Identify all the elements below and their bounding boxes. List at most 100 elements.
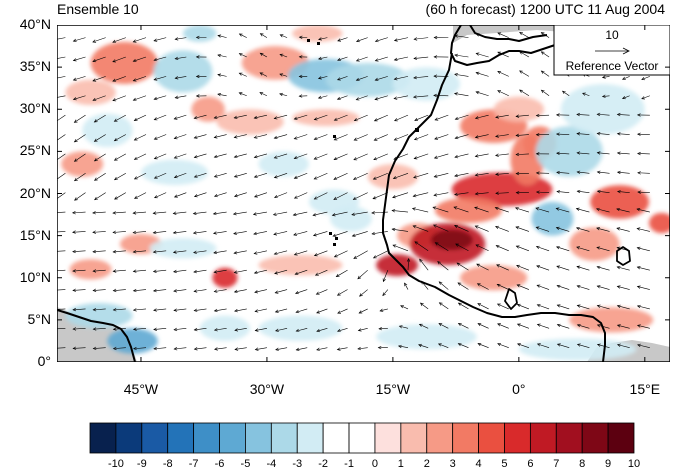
- anomaly-region-36: [258, 255, 343, 276]
- wind-vector: [516, 323, 530, 329]
- wind-vector: [576, 265, 590, 271]
- wind-vector: [274, 269, 288, 275]
- wind-vector: [133, 134, 147, 141]
- wind-vector: [173, 327, 187, 332]
- wind-vector: [457, 282, 469, 290]
- wind-vector: [92, 37, 106, 43]
- wind-vector: [351, 231, 368, 237]
- wind-vector: [453, 206, 469, 213]
- wind-vector: [456, 262, 469, 271]
- wind-vector: [213, 192, 227, 198]
- colorbar-tick-label: -7: [188, 458, 199, 470]
- wind-vector: [73, 114, 86, 123]
- wind-vector: [616, 285, 630, 290]
- wind-vector: [132, 250, 147, 254]
- wind-vector: [172, 211, 187, 215]
- wind-vector: [233, 134, 247, 139]
- anomaly-region-34: [69, 259, 112, 280]
- reference-vector-label: Reference Vector: [566, 59, 659, 73]
- wind-vector: [535, 207, 550, 213]
- wind-vector: [72, 230, 86, 234]
- wind-vector: [193, 172, 207, 178]
- wind-vector: [497, 323, 509, 329]
- wind-vector: [359, 289, 368, 297]
- wind-vector: [73, 173, 86, 182]
- wind-vector: [412, 192, 429, 198]
- lat-tick-label: 5°N: [27, 310, 52, 327]
- wind-vector: [616, 151, 630, 155]
- wind-vector: [238, 92, 247, 97]
- panel-title: Ensemble 10: [57, 1, 139, 17]
- wind-vector: [616, 324, 630, 329]
- wind-vector: [519, 70, 530, 77]
- wind-vector: [540, 51, 550, 58]
- wind-vector: [132, 95, 147, 101]
- colorbar-tick-label: -4: [266, 458, 277, 470]
- wind-vector: [273, 250, 288, 256]
- wind-vector: [94, 192, 106, 201]
- anomaly-region-24: [376, 254, 419, 277]
- wind-vector: [496, 264, 509, 271]
- wind-vector: [454, 192, 469, 196]
- lat-tick-label: 35°N: [19, 58, 51, 75]
- wind-vector: [576, 343, 590, 348]
- lake-volta-outline: [504, 288, 518, 310]
- wind-vector: [474, 206, 489, 213]
- wind-vector: [337, 37, 348, 42]
- wind-vector: [495, 134, 509, 138]
- colorbar-box: [322, 422, 350, 454]
- colorbar-tick-label: 1: [397, 458, 404, 470]
- wind-vector: [193, 114, 207, 120]
- wind-vector: [576, 170, 590, 174]
- colorbar-box: [581, 422, 609, 454]
- wind-vector: [414, 114, 429, 121]
- wind-vector: [152, 269, 167, 273]
- wind-vector: [454, 172, 469, 178]
- colorbar-tick-label: 6: [527, 458, 534, 470]
- wind-vector: [153, 114, 167, 121]
- wind-vector: [616, 227, 630, 232]
- wind-vector: [596, 285, 610, 290]
- wind-vector: [576, 112, 590, 117]
- wind-vector: [637, 343, 650, 348]
- wind-vector: [616, 112, 630, 117]
- wind-vector: [93, 134, 106, 142]
- wind-vector: [92, 249, 106, 254]
- wind-vector: [113, 134, 127, 142]
- wind-vector: [516, 284, 530, 290]
- wind-vector: [279, 34, 288, 38]
- wind-vector: [355, 76, 368, 81]
- wind-vector: [374, 37, 388, 43]
- colorbar-box: [219, 422, 246, 454]
- wind-vector: [234, 347, 247, 351]
- wind-vector: [418, 343, 429, 348]
- wind-vector: [279, 92, 288, 97]
- wind-vector: [253, 269, 267, 275]
- wind-vector: [373, 153, 388, 161]
- wind-vector: [293, 134, 308, 140]
- wind-vector: [636, 285, 650, 290]
- wind-vector: [457, 323, 469, 329]
- wind-vector: [217, 93, 227, 97]
- wind-vector: [495, 225, 509, 232]
- wind-vector: [453, 92, 469, 97]
- wind-vector: [438, 302, 449, 310]
- anomaly-region-13: [61, 151, 104, 177]
- wind-vector: [576, 189, 590, 194]
- reference-vector-box: 10 Reference Vector: [553, 25, 670, 76]
- wind-vector: [57, 269, 66, 271]
- anomaly-region-44: [329, 206, 372, 232]
- wind-vector: [112, 95, 126, 102]
- wind-vector: [252, 211, 267, 216]
- wind-vector: [595, 207, 610, 213]
- wind-vector: [57, 328, 66, 330]
- wind-vector: [596, 265, 610, 271]
- wind-vector: [233, 153, 247, 159]
- wind-vector: [616, 207, 630, 213]
- wind-vector: [72, 56, 86, 62]
- wind-vector: [112, 269, 126, 273]
- wind-vector: [57, 308, 66, 310]
- wind-vector: [318, 56, 328, 60]
- wind-vector: [57, 76, 66, 80]
- wind-vector: [377, 345, 388, 350]
